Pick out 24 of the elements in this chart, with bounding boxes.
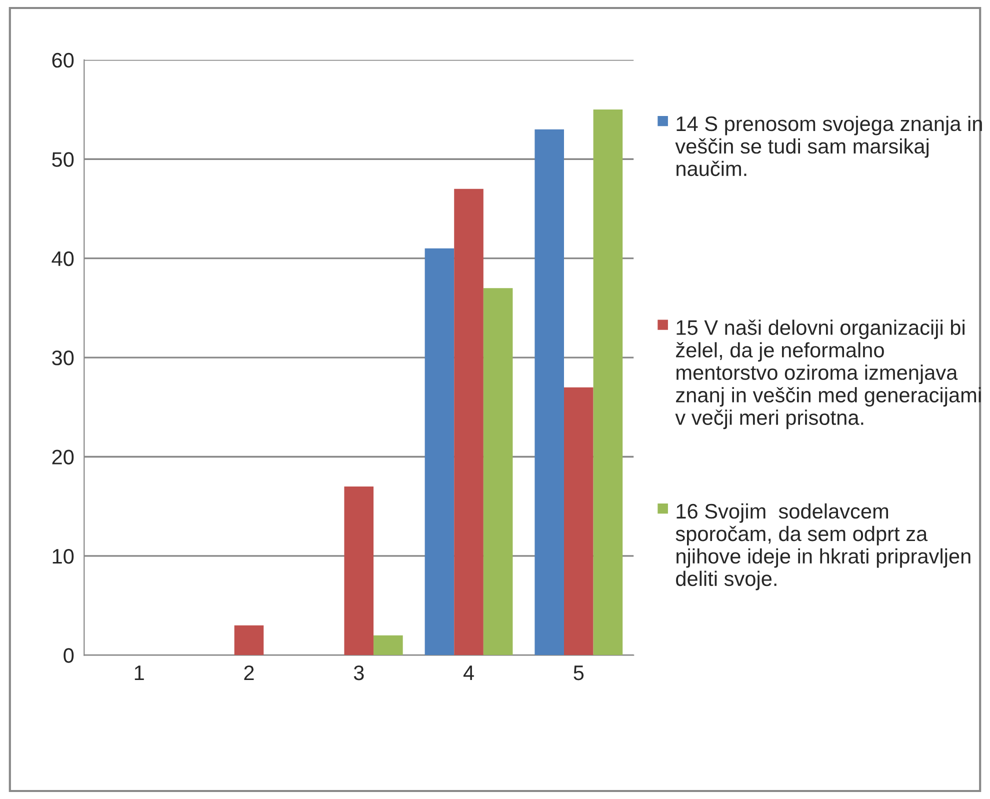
- y-tick-label: 20: [52, 450, 74, 465]
- bar: [234, 625, 264, 656]
- x-tick-label: 4: [463, 666, 474, 680]
- bar: [483, 288, 513, 656]
- bar: [374, 635, 403, 656]
- x-tick-label: 5: [574, 666, 584, 680]
- y-tick-label: 30: [52, 350, 74, 366]
- x-tick-label: 2: [244, 665, 254, 680]
- bar: [424, 248, 454, 656]
- legend-label: 16 Svojim sodelavcem sporočam, da sem odprt za njihove ideje in hkrati pripravljen deliti svoje.: [676, 503, 970, 590]
- bar: [593, 110, 623, 656]
- bar: [344, 486, 374, 656]
- bar: [534, 129, 564, 656]
- y-tick-label: 60: [52, 52, 74, 68]
- y-tick-label: 40: [52, 251, 74, 266]
- legend-label: 14 S prenosom svojega znanja in veščin se tudi sam marsikaj naučim.: [675, 116, 982, 176]
- y-tick-label: 0: [64, 648, 74, 663]
- bar: [454, 188, 484, 656]
- y-tick-label: 50: [52, 152, 74, 167]
- x-tick-label: 1: [134, 666, 144, 680]
- x-tick-label: 3: [354, 665, 364, 680]
- y-tick-label: 10: [52, 548, 74, 564]
- legend-label: 15 V naši delovni organizaciji bi želel, da je neformalno mentorstvo oziroma izmenjava znanj in veščin med generacijami v večji meri prisotna.: [675, 320, 981, 430]
- bar: [564, 387, 594, 656]
